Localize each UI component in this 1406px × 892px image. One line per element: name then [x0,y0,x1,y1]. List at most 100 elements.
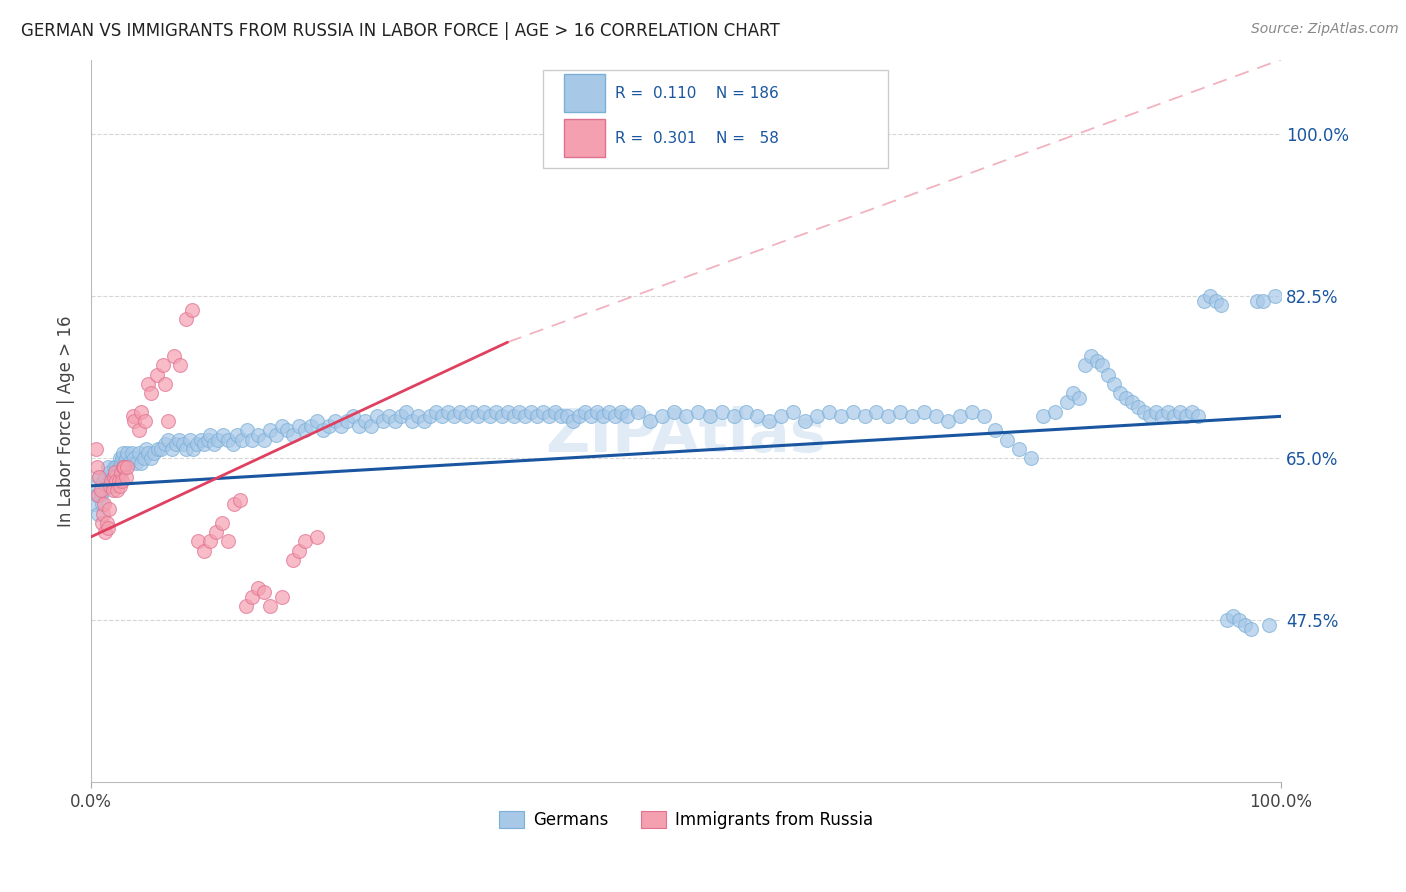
Point [150,442,173,456]
Point [307,414,329,428]
Point [294,534,316,549]
Point [160,442,183,456]
Point [157,414,180,428]
Point [995,433,1018,447]
Point [1163,409,1185,424]
Point [817,405,839,419]
Point [723,409,745,424]
Point [1067,391,1090,405]
Point [294,423,316,437]
Point [675,409,697,424]
Point [226,428,249,442]
Point [259,423,281,437]
Point [782,405,804,419]
Point [107,460,129,475]
Point [153,437,176,451]
Point [240,590,263,604]
Point [1227,613,1250,627]
Point [90,497,112,511]
Point [1056,395,1078,409]
Point [1234,617,1257,632]
Point [1121,395,1143,409]
Point [93,497,115,511]
Point [212,428,235,442]
Point [139,386,162,401]
Point [202,437,225,451]
Point [125,456,148,470]
Point [395,405,418,419]
Point [114,456,136,470]
Point [389,409,412,424]
Point [472,405,495,419]
Point [283,553,305,567]
Point [86,488,108,502]
Point [1198,289,1220,303]
Point [616,409,638,424]
Point [747,409,769,424]
Point [96,516,118,530]
Point [103,469,125,483]
Point [136,446,159,460]
Point [841,405,863,419]
Point [889,405,911,419]
Point [579,409,602,424]
Point [973,409,995,424]
Point [146,442,169,456]
Point [111,474,134,488]
Point [949,409,972,424]
Point [172,437,194,451]
Point [1251,293,1274,308]
Point [307,530,329,544]
Point [114,460,136,475]
Point [1168,405,1191,419]
Point [176,312,198,326]
Point [1174,409,1197,424]
Point [1109,386,1132,401]
Point [128,446,150,460]
Point [288,418,311,433]
Point [98,474,121,488]
Point [371,414,394,428]
Point [562,414,585,428]
Point [193,437,215,451]
Point [253,585,276,599]
Point [662,405,685,419]
Point [129,405,152,419]
Point [603,409,626,424]
Point [122,414,145,428]
Point [112,460,135,475]
Point [94,469,117,483]
Point [437,405,460,419]
Point [193,543,215,558]
Point [353,414,375,428]
Point [114,469,136,483]
Point [366,409,388,424]
Point [550,409,572,424]
Point [461,405,484,419]
Point [122,450,145,465]
Point [1133,405,1156,419]
Point [877,409,900,424]
Point [425,405,447,419]
Bar [564,74,605,112]
Point [91,507,114,521]
Point [283,428,305,442]
Point [1032,409,1054,424]
Point [139,450,162,465]
Point [853,409,876,424]
Point [167,433,190,447]
Point [104,465,127,479]
Point [264,428,287,442]
Point [478,409,501,424]
Point [211,516,233,530]
Point [312,423,335,437]
Bar [564,120,605,157]
Point [936,414,959,428]
Point [110,465,132,479]
Point [1264,289,1286,303]
FancyBboxPatch shape [543,70,889,168]
Point [165,437,187,451]
Point [912,405,935,419]
Point [87,507,110,521]
Point [136,376,159,391]
